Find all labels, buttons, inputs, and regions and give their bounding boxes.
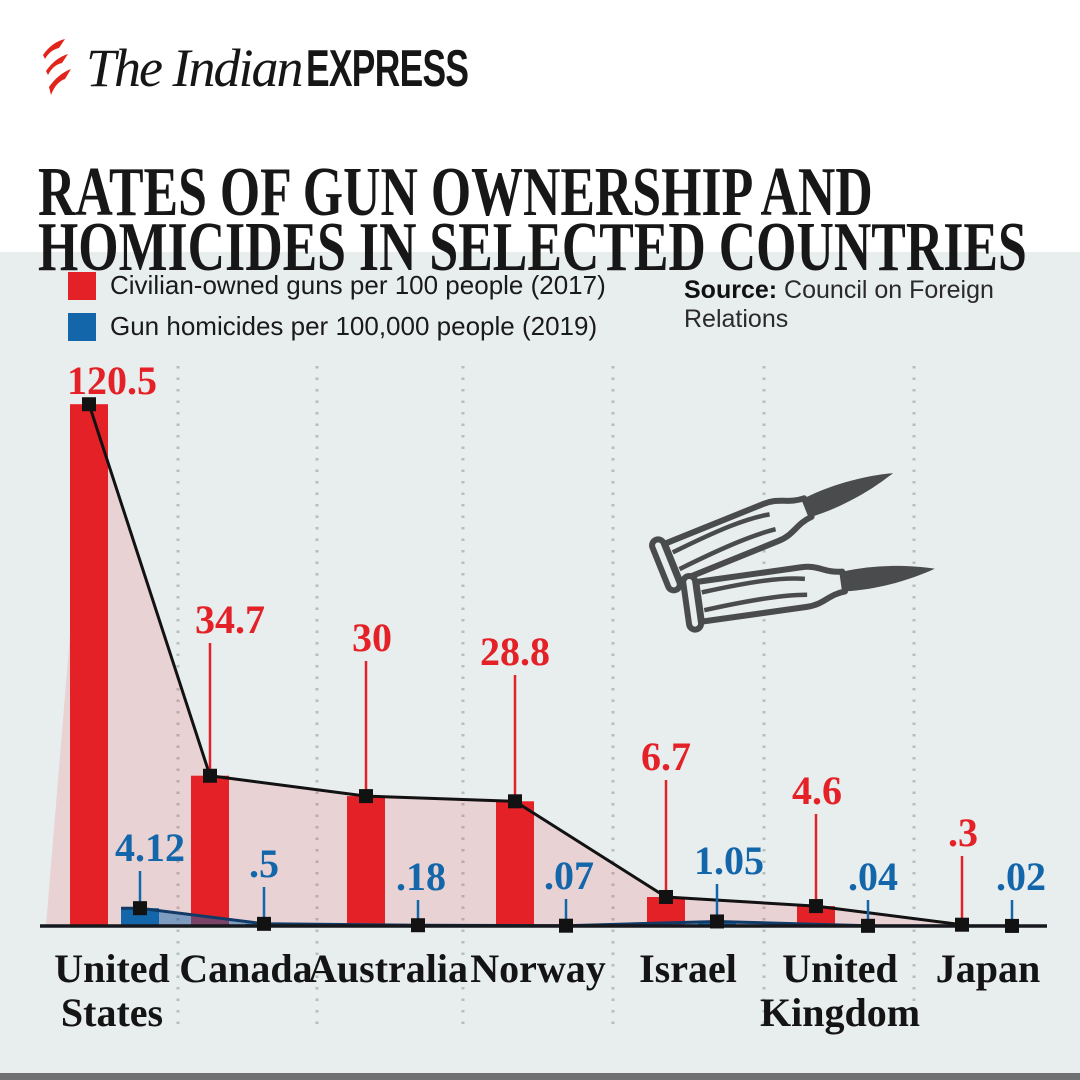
- marker-guns-canada: [203, 768, 217, 783]
- homicides-area-fill: [121, 908, 1012, 926]
- value-guns-united-states: 120.5: [67, 358, 157, 403]
- marker-guns-norway: [508, 794, 522, 809]
- guns-area-fill: [46, 404, 962, 926]
- value-homicides-united-kingdom: .04: [848, 854, 898, 899]
- bar-guns-united-states: [70, 404, 108, 926]
- masthead-serif: The Indian: [86, 38, 303, 98]
- marker-homicides-canada: [257, 916, 271, 931]
- bar-guns-united-kingdom: [797, 906, 835, 926]
- chart-plot: 120.5 34.7 30 28.8 6.7 4.6 .3 4.12 .5 .18 .07 1.05.…: [40, 358, 1047, 1035]
- marker-homicides-australia: [411, 918, 425, 933]
- bar-homicides-united-states: [121, 908, 159, 926]
- marker-guns-united-kingdom: [809, 899, 823, 914]
- page-title: RATES OF GUN OWNERSHIP AND HOMICIDES IN S…: [38, 157, 1027, 282]
- bottom-strip: [0, 1073, 1080, 1080]
- bullets-illustration: [650, 448, 938, 630]
- legend-label-guns: Civilian-owned guns per 100 people (2017…: [110, 270, 606, 300]
- marker-guns-japan: [955, 917, 969, 932]
- value-guns-japan: .3: [948, 810, 978, 855]
- bar-guns-norway: [496, 801, 534, 926]
- marker-homicides-united-kingdom: [861, 918, 875, 933]
- category-label-norway: Norway: [470, 946, 606, 991]
- marker-guns-united-states: [82, 397, 96, 412]
- category-label-japan: Japan: [936, 946, 1041, 991]
- value-homicides-japan: .02: [996, 854, 1046, 899]
- masthead-sans: EXPRESS: [305, 40, 469, 98]
- legend-swatch-guns: [68, 271, 96, 300]
- category-label-united-states: United States: [54, 946, 170, 1035]
- source-credit: Source: Council on Foreign Relations: [684, 276, 1080, 334]
- value-homicides-united-states: 4.12: [115, 825, 185, 870]
- source-prefix: Source:: [684, 276, 778, 304]
- bar-guns-canada: [191, 775, 229, 926]
- marker-guns-australia: [359, 789, 373, 804]
- title-line-1: RATES OF GUN OWNERSHIP AND: [38, 153, 873, 231]
- category-label-israel: Israel: [639, 946, 737, 991]
- marker-guns-israel: [659, 889, 673, 904]
- chart-legend: Civilian-owned guns per 100 people (2017…: [68, 270, 606, 352]
- value-homicides-israel: 1.05: [694, 838, 764, 883]
- legend-label-homicides: Gun homicides per 100,000 people (2019): [110, 311, 598, 341]
- value-guns-israel: 6.7: [641, 734, 691, 779]
- category-label-australia: Australia: [308, 946, 468, 991]
- title-line-2: HOMICIDES IN SELECTED COUNTRIES: [38, 208, 1027, 286]
- indian-express-logo: The Indian EXPRESS: [38, 28, 544, 99]
- legend-item-homicides: Gun homicides per 100,000 people (2019): [68, 311, 606, 342]
- value-guns-australia: 30: [352, 615, 392, 660]
- legend-swatch-homicides: [68, 312, 96, 341]
- value-guns-canada: 34.7: [195, 597, 265, 642]
- marker-homicides-united-states: [133, 901, 147, 916]
- legend-item-guns: Civilian-owned guns per 100 people (2017…: [68, 270, 606, 301]
- value-guns-united-kingdom: 4.6: [792, 768, 842, 813]
- value-homicides-norway: .07: [544, 853, 594, 898]
- source-text: Council on Foreign Relations: [684, 276, 994, 333]
- value-guns-norway: 28.8: [480, 629, 550, 674]
- marker-homicides-norway: [559, 918, 573, 933]
- bar-guns-australia: [347, 796, 385, 926]
- marker-homicides-israel: [710, 914, 724, 929]
- value-homicides-canada: .5: [249, 841, 279, 886]
- value-homicides-australia: .18: [396, 854, 446, 899]
- marker-homicides-japan: [1005, 918, 1019, 933]
- flame-icon: [43, 39, 71, 95]
- category-label-united-kingdom: United Kingdom: [760, 946, 920, 1035]
- category-label-canada: Canada: [179, 946, 312, 991]
- chart-panel: [0, 252, 1080, 1080]
